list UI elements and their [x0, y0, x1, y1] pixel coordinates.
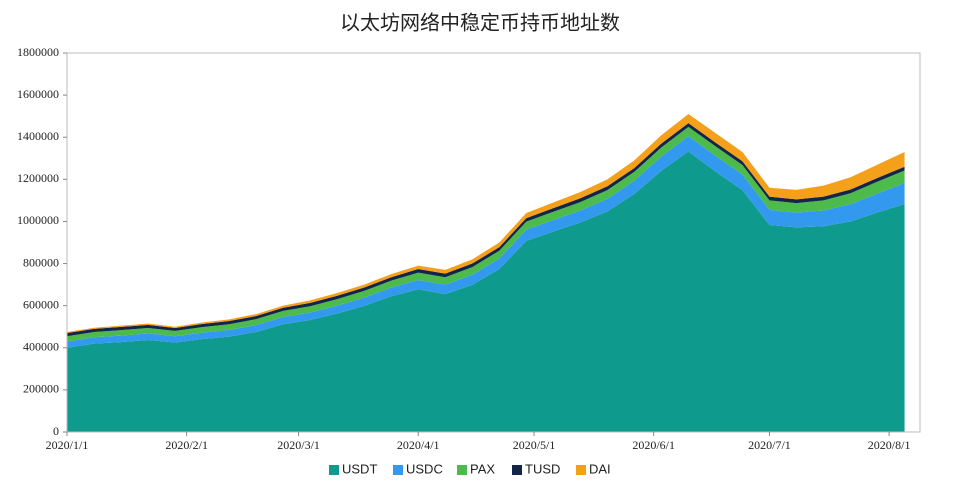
legend-text: PAX [470, 461, 495, 476]
legend-text: TUSD [525, 461, 560, 476]
y-tick-label: 800000 [23, 255, 59, 269]
y-tick-label: 1600000 [17, 87, 59, 101]
y-tick-label: 200000 [23, 382, 59, 396]
x-tick-label: 2020/3/1 [277, 438, 320, 452]
x-tick-label: 2020/6/1 [632, 438, 675, 452]
legend-swatch [512, 465, 522, 475]
y-tick-label: 400000 [23, 340, 59, 354]
plot-frame [66, 52, 921, 433]
legend-swatch [576, 465, 586, 475]
y-tick-label: 600000 [23, 297, 59, 311]
legend-text: USDT [342, 461, 377, 476]
y-tick-label: 1800000 [17, 45, 59, 59]
legend-swatch [329, 465, 339, 475]
chart-title: 以太坊网络中稳定币持币地址数 [340, 11, 620, 35]
y-tick-label: 1400000 [17, 129, 59, 143]
x-tick-label: 2020/2/1 [165, 438, 208, 452]
legend-swatch [457, 465, 467, 475]
legend-text: DAI [589, 461, 611, 476]
y-tick-label: 1000000 [17, 213, 59, 227]
y-tick-label: 0 [53, 424, 59, 438]
x-tick-label: 2020/1/1 [46, 438, 89, 452]
x-tick-label: 2020/8/1 [868, 438, 911, 452]
legend-swatch [393, 465, 403, 475]
y-tick-label: 1200000 [17, 171, 59, 185]
legend-text: USDC [406, 461, 443, 476]
area [67, 151, 905, 432]
x-tick-label: 2020/4/1 [397, 438, 440, 452]
x-tick-label: 2020/7/1 [748, 438, 791, 452]
x-tick-label: 2020/5/1 [513, 438, 556, 452]
